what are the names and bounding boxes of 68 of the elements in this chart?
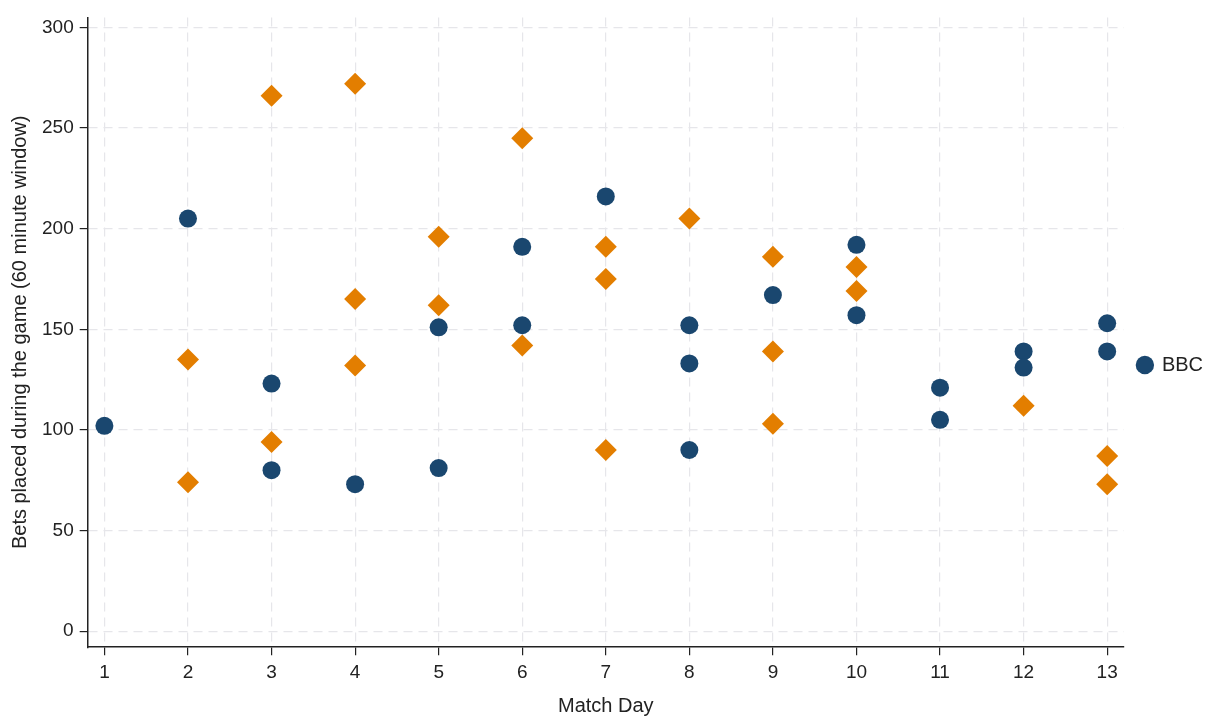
- point: [95, 416, 114, 435]
- point: [761, 245, 784, 268]
- x-tick-label: 11: [930, 660, 950, 682]
- point: [680, 316, 699, 335]
- point: [344, 288, 367, 311]
- x-tick-label: 5: [433, 660, 444, 682]
- point: [262, 461, 281, 480]
- y-tick-label: 300: [42, 15, 74, 37]
- point: [594, 235, 617, 258]
- point: [847, 306, 866, 325]
- point: [847, 235, 866, 254]
- point: [594, 439, 617, 462]
- point: [262, 374, 281, 393]
- point: [429, 459, 448, 478]
- point: [1014, 358, 1033, 377]
- point: [1096, 445, 1119, 468]
- y-tick-label: 100: [42, 418, 74, 440]
- point: [1012, 394, 1035, 417]
- x-tick-label: 3: [266, 660, 277, 682]
- x-tick-label: 8: [684, 660, 695, 682]
- point: [511, 127, 534, 150]
- point: [513, 237, 532, 256]
- legend-label: BBC: [1161, 352, 1203, 375]
- point: [1098, 314, 1117, 333]
- point: [761, 340, 784, 363]
- x-tick-label: 13: [1096, 660, 1118, 682]
- y-tick-label: 50: [52, 518, 74, 540]
- point: [1098, 342, 1117, 361]
- point: [1096, 473, 1119, 496]
- y-tick-label: 0: [63, 619, 74, 641]
- point: [845, 280, 868, 303]
- point: [427, 225, 450, 248]
- x-tick-label: 4: [349, 660, 361, 682]
- point: [680, 441, 699, 460]
- point: [845, 255, 868, 278]
- point: [594, 267, 617, 290]
- y-axis-title: Bets placed during the game (60 minute window): [7, 115, 30, 550]
- y-tick-label: 150: [42, 317, 74, 339]
- point: [678, 207, 701, 230]
- point: [429, 318, 448, 337]
- x-axis-title: Match Day: [557, 693, 654, 716]
- point: [763, 286, 782, 305]
- point: [931, 378, 950, 397]
- x-tick-label: 9: [767, 660, 779, 682]
- point: [260, 430, 283, 453]
- point: [1014, 342, 1033, 361]
- point: [931, 410, 950, 429]
- x-tick-label: 10: [845, 660, 868, 682]
- point: [176, 471, 199, 494]
- point: [427, 294, 450, 317]
- point: [344, 354, 367, 377]
- x-tick-label: 6: [516, 660, 528, 682]
- point: [680, 354, 699, 373]
- x-tick-label: 2: [182, 660, 194, 682]
- x-tick-label: 1: [99, 660, 110, 682]
- point: [761, 412, 784, 435]
- y-tick-label: 200: [42, 216, 74, 238]
- point: [176, 348, 199, 371]
- point: [511, 334, 534, 357]
- y-tick-label: 250: [42, 116, 74, 138]
- point: [346, 475, 365, 494]
- point: [344, 72, 367, 95]
- point: [513, 316, 532, 335]
- point: [178, 209, 197, 228]
- point: [260, 84, 283, 107]
- point: [596, 187, 615, 206]
- x-tick-label: 12: [1013, 660, 1035, 682]
- x-tick-label: 7: [600, 660, 612, 682]
